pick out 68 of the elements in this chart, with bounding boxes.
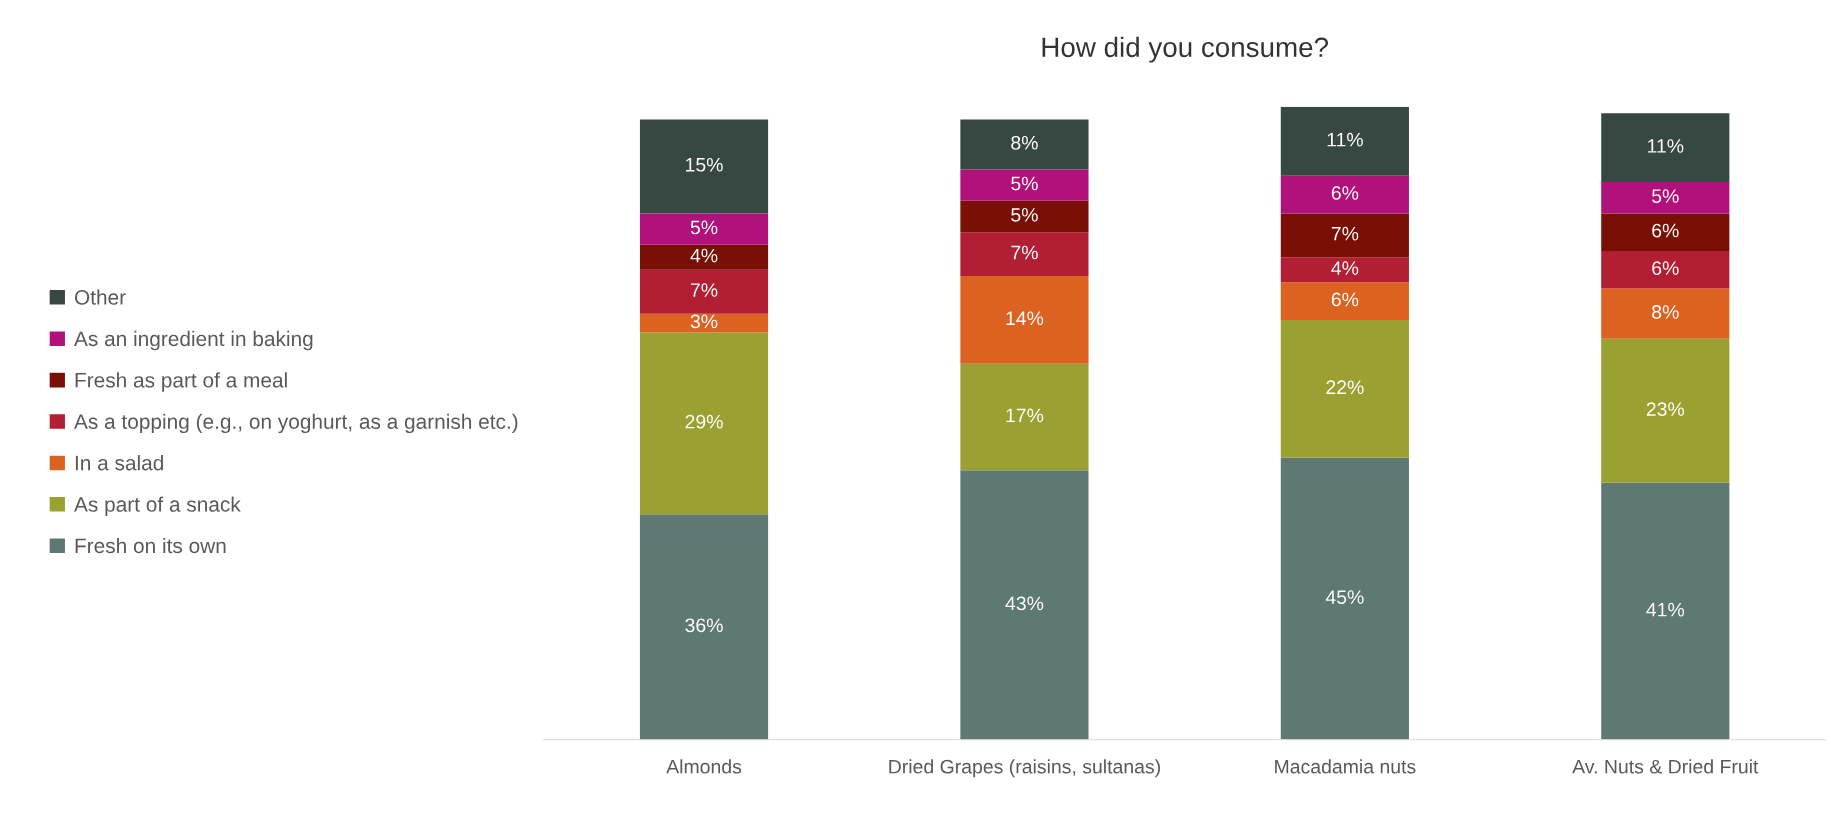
data-label: 7% <box>1331 226 1359 241</box>
bar <box>1601 113 1730 183</box>
legend-label: Fresh as part of a meal <box>75 372 287 392</box>
data-label: 14% <box>1006 311 1044 326</box>
data-label: 45% <box>1325 590 1364 605</box>
bar <box>960 232 1089 277</box>
data-label: 11% <box>1648 139 1684 153</box>
data-label: 22% <box>1326 380 1364 395</box>
data-label: 36% <box>685 618 723 633</box>
data-label: 3% <box>690 314 718 329</box>
data-label: 8% <box>1652 305 1679 319</box>
bar <box>639 269 769 314</box>
legend-label: As a topping (e.g., on yoghurt, as a garnish etc.) <box>74 413 518 434</box>
bar <box>1280 319 1409 458</box>
data-label: 6% <box>1331 186 1359 200</box>
data-label: 4% <box>1331 261 1359 275</box>
data-label: 6% <box>1652 223 1679 238</box>
bar <box>1280 213 1409 258</box>
bar <box>1601 213 1730 251</box>
legend-label: Other <box>74 289 126 305</box>
data-label: 4% <box>690 248 718 263</box>
x-tick-label: Av. Nuts & Dried Fruit <box>1572 759 1759 774</box>
legend-label: As part of a snack <box>74 496 241 516</box>
data-label: 11% <box>1327 132 1363 147</box>
bar <box>639 244 769 270</box>
data-label: 15% <box>686 157 723 172</box>
bar <box>1601 250 1730 289</box>
data-label: 17% <box>1006 408 1044 423</box>
data-label: 6% <box>1331 292 1359 307</box>
data-label: 43% <box>1005 596 1044 611</box>
bar <box>1280 257 1409 283</box>
data-label: 41% <box>1646 602 1685 617</box>
bar <box>960 363 1089 471</box>
data-label: 5% <box>1652 189 1679 203</box>
bar <box>960 470 1089 740</box>
bar <box>960 276 1089 364</box>
bar <box>1280 106 1409 176</box>
data-label: 5% <box>1011 208 1038 222</box>
bar <box>639 313 769 333</box>
data-label: 6% <box>1652 261 1679 276</box>
legend-label: In a salad <box>75 455 163 471</box>
bar <box>1280 282 1409 320</box>
bar <box>639 213 769 245</box>
legend-label: As an ingredient in baking <box>74 330 313 351</box>
bar <box>639 119 769 214</box>
bar <box>960 169 1089 201</box>
data-label: 23% <box>1646 402 1685 417</box>
data-label: 8% <box>1011 135 1038 150</box>
bar <box>1601 288 1730 339</box>
data-label: 5% <box>1011 176 1038 191</box>
chart-title: How did you consume? <box>1042 36 1328 63</box>
bar <box>960 200 1089 233</box>
data-label: 29% <box>685 414 723 429</box>
legend-label: Fresh on its own <box>75 537 226 554</box>
x-tick-label: Almonds <box>666 759 742 774</box>
data-label: 7% <box>1011 245 1038 260</box>
bar <box>1280 457 1409 740</box>
bar <box>1601 482 1730 740</box>
x-tick-label: Dried Grapes (raisins, sultanas) <box>889 759 1160 778</box>
x-tick-label: Macadamia nuts <box>1275 759 1416 774</box>
bar <box>639 514 769 740</box>
data-label: 5% <box>690 220 718 235</box>
data-label: 7% <box>690 283 718 297</box>
bar <box>1280 175 1409 214</box>
bar <box>960 119 1089 170</box>
bar <box>1601 182 1730 214</box>
bar <box>1601 338 1730 483</box>
bar <box>639 332 769 515</box>
